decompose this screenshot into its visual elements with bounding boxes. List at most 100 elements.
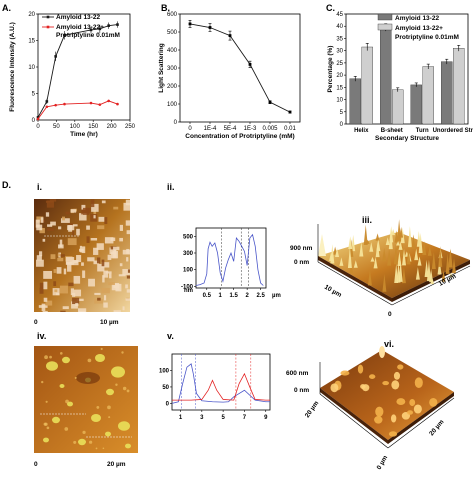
surface-bump bbox=[409, 398, 416, 407]
afm-grain bbox=[43, 281, 48, 290]
x-axis-label: Time (hr) bbox=[70, 131, 98, 138]
afm-speck bbox=[46, 426, 50, 430]
afm-speck bbox=[41, 380, 44, 384]
afm-grain bbox=[72, 231, 75, 236]
afm-grain bbox=[68, 282, 74, 287]
afm-grain bbox=[118, 274, 126, 277]
x-tick-label: 100 bbox=[70, 124, 81, 130]
data-point bbox=[248, 63, 252, 66]
x-tick-label: 0 bbox=[188, 126, 192, 132]
surface-spike bbox=[359, 241, 364, 257]
afm-grain bbox=[91, 203, 99, 212]
panel-label-B: B. bbox=[161, 3, 170, 13]
afm-grain bbox=[59, 239, 63, 247]
afm-grain bbox=[126, 289, 130, 293]
surface-spike bbox=[407, 226, 412, 248]
y-tick-label: 10 bbox=[336, 98, 343, 104]
afm-grain bbox=[42, 310, 48, 312]
afm-grain bbox=[39, 287, 44, 294]
afm-grain bbox=[49, 199, 57, 202]
afm-3d-vi bbox=[319, 346, 455, 449]
y-tick-label: 0 bbox=[174, 120, 178, 126]
afm-particle bbox=[52, 416, 60, 424]
afm-grain bbox=[110, 237, 116, 242]
x-tick-label: 7 bbox=[243, 415, 247, 421]
afm-speck bbox=[96, 406, 100, 409]
afm-grain bbox=[101, 262, 110, 268]
surface-spike bbox=[396, 241, 401, 246]
y-tick-label: 0 bbox=[32, 118, 36, 124]
surface-spike bbox=[422, 241, 427, 255]
surface-spike bbox=[391, 228, 396, 236]
data-point bbox=[268, 100, 272, 104]
chart-A: 0 50 100 150 200 250 0 5 10 15 20 Time (hr) Fluoresc… bbox=[9, 12, 136, 138]
afm-grain bbox=[127, 269, 130, 273]
afm-grain bbox=[62, 216, 66, 221]
panel-label-iv: iv. bbox=[37, 331, 46, 341]
afm-grain bbox=[90, 237, 98, 241]
afm-particle bbox=[67, 401, 73, 407]
afm-grain bbox=[113, 310, 121, 312]
surface-spike bbox=[417, 256, 422, 266]
afm-grain bbox=[63, 268, 67, 275]
afm-speck bbox=[60, 352, 63, 355]
surface-bump bbox=[360, 384, 366, 389]
x-tick-label: B-sheet bbox=[381, 128, 403, 134]
afm-grain bbox=[50, 254, 56, 260]
afm-grain bbox=[36, 259, 44, 267]
afm-vi-z-bottom: 0 nm bbox=[294, 387, 309, 394]
afm-particle bbox=[106, 388, 114, 396]
afm-grain bbox=[36, 216, 44, 223]
afm-grain bbox=[122, 306, 125, 311]
data-point bbox=[36, 117, 40, 121]
bar bbox=[453, 48, 465, 125]
chart-C: 0 5 10 15 20 25 30 35 40 45 Helix B-sheet Turn Unorde… bbox=[327, 12, 474, 142]
afm-i-scale-end: 10 µm bbox=[100, 319, 119, 326]
afm-speck bbox=[74, 376, 77, 379]
x-tick-label: 1 bbox=[219, 293, 223, 299]
afm-grain bbox=[109, 273, 112, 279]
afm-grain bbox=[86, 236, 90, 243]
afm-image-i bbox=[34, 199, 130, 312]
x-tick-label: 5 bbox=[221, 415, 225, 421]
surface-spike bbox=[414, 248, 419, 261]
x-tick-label: 1.5 bbox=[230, 293, 239, 299]
y-tick-label: 200 bbox=[167, 84, 178, 90]
afm-particle bbox=[105, 431, 111, 437]
data-point bbox=[116, 23, 119, 26]
afm-grain bbox=[93, 210, 97, 215]
x-tick-label: Turn bbox=[416, 128, 429, 134]
afm-grain bbox=[94, 299, 103, 304]
afm-grain bbox=[119, 263, 123, 267]
afm-grain bbox=[65, 211, 70, 215]
x-tick-label: 5E-4 bbox=[224, 126, 237, 132]
x-tick-label: 1 bbox=[179, 415, 183, 421]
afm-particle bbox=[91, 414, 101, 422]
afm-grain bbox=[94, 292, 101, 296]
y-axis-label: Light Scattering bbox=[158, 43, 165, 93]
x-tick-label: 2 bbox=[245, 293, 249, 299]
afm-grain bbox=[102, 275, 105, 283]
afm-speck bbox=[107, 405, 111, 410]
y-tick-label: 10 bbox=[28, 65, 35, 71]
afm-grain bbox=[67, 264, 72, 272]
surface-spike bbox=[348, 236, 353, 249]
y-tick-label: 45 bbox=[336, 12, 343, 18]
afm-iii-z-top: 900 nm bbox=[290, 245, 313, 252]
afm-grain bbox=[53, 269, 57, 273]
surface-peak bbox=[318, 234, 326, 256]
afm-particle bbox=[125, 443, 131, 449]
afm-grain bbox=[43, 270, 53, 279]
afm-speck bbox=[115, 383, 118, 386]
afm-grain bbox=[126, 257, 129, 262]
afm-grain bbox=[35, 219, 40, 228]
afm-grain bbox=[45, 200, 54, 203]
surface-spike bbox=[370, 256, 375, 262]
afm-speck bbox=[122, 386, 127, 391]
surface-bump bbox=[429, 397, 438, 407]
afm-grain bbox=[60, 218, 70, 223]
afm-grain bbox=[97, 225, 105, 230]
x-tick-label: 200 bbox=[107, 124, 118, 130]
bar bbox=[380, 27, 392, 125]
